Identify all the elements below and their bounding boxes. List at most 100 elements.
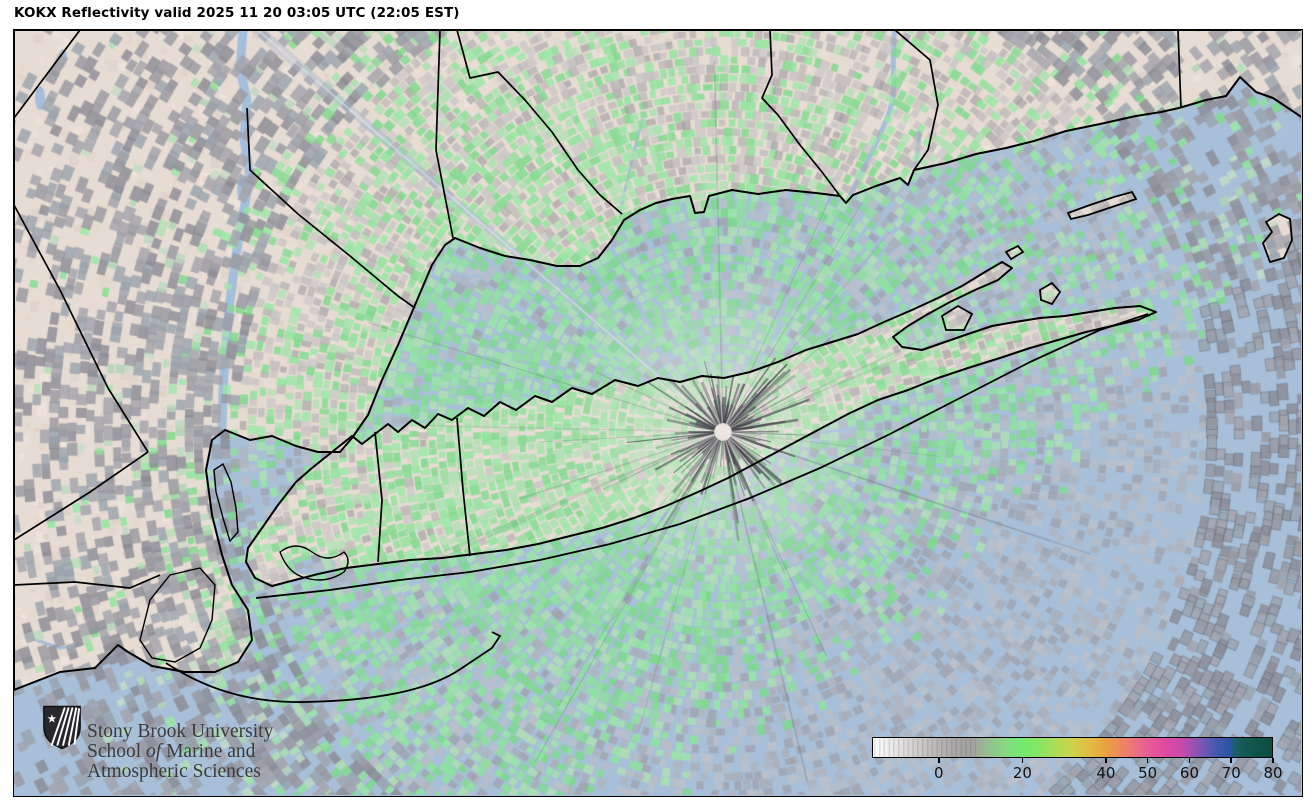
clutter-spoke	[723, 401, 730, 424]
clutter-spoke-long	[732, 434, 1092, 555]
clutter-spoke	[713, 405, 721, 424]
clutter-spoke	[672, 381, 718, 427]
clutter-spoke-long	[732, 434, 1050, 542]
clutter-spoke-long	[726, 440, 786, 575]
border-line	[435, 30, 454, 239]
clutter-spoke	[667, 378, 718, 427]
island-coastline	[1261, 212, 1293, 264]
island-coastline	[1004, 244, 1025, 261]
logo-line-3: Atmospheric Sciences	[87, 761, 261, 782]
clutter-spoke	[673, 437, 717, 474]
clutter-spoke-bright	[730, 435, 750, 448]
clutter-spoke	[689, 438, 719, 477]
clutter-spoke	[730, 386, 808, 429]
clutter-spoke-long	[724, 441, 809, 782]
beam-blockage-core	[256, 30, 724, 433]
clutter-spoke	[704, 440, 722, 494]
clutter-spoke-long	[534, 440, 719, 762]
clutter-spoke-bright	[731, 433, 774, 444]
clutter-spoke	[727, 404, 744, 426]
clutter-spoke-long	[368, 322, 714, 430]
clutter-spoke-bright	[729, 437, 747, 454]
clutter-spoke-long	[728, 230, 891, 425]
clutter-spoke	[731, 425, 755, 432]
clutter-spoke-long	[627, 439, 717, 544]
clutter-spoke	[707, 439, 719, 456]
clutter-spoke-bright	[731, 432, 746, 436]
clutter-spoke-bright	[728, 397, 753, 426]
clutter-spoke-bright	[728, 391, 759, 426]
clutter-spoke	[626, 432, 715, 444]
border-line	[1177, 30, 1182, 109]
clutter-spoke	[731, 433, 771, 443]
clutter-spoke	[723, 440, 736, 499]
clutter-spoke-long	[732, 432, 941, 458]
clutter-spoke	[655, 433, 715, 450]
colorbar-tick	[938, 758, 940, 763]
clutter-spoke-bright	[696, 433, 715, 441]
clutter-spoke	[695, 422, 715, 431]
clutter-spoke-bright	[711, 440, 721, 468]
clutter-spoke-long	[730, 334, 834, 426]
clutter-spoke	[654, 435, 716, 471]
radar-echo-field	[14, 30, 1301, 795]
border-line	[456, 30, 623, 215]
mainland-coastline	[14, 30, 1301, 691]
clutter-spoke	[681, 437, 717, 473]
sbu-shield-icon: ★	[43, 705, 81, 750]
shoreline-detail	[139, 567, 216, 663]
clutter-spoke-bright	[694, 436, 717, 454]
clutter-spoke-bright	[689, 438, 719, 480]
border-line	[14, 574, 161, 589]
page-title: KOKX Reflectivity valid 2025 11 20 03:05…	[14, 5, 460, 21]
colorbar-tick-label: 0	[934, 764, 944, 782]
shield-star-icon: ★	[47, 712, 57, 726]
clutter-spoke	[710, 440, 721, 463]
clutter-spoke-bright	[704, 437, 717, 450]
border-line	[246, 107, 416, 309]
clutter-spoke	[723, 376, 735, 424]
logo-line-1: Stony Brook University	[87, 721, 274, 742]
border-line	[14, 451, 149, 541]
clutter-spoke-bright	[703, 376, 721, 424]
clutter-spoke	[730, 435, 757, 450]
clutter-spoke	[731, 433, 771, 450]
clutter-spoke-bright	[679, 434, 715, 452]
clutter-spoke	[672, 438, 719, 494]
clutter-spoke	[731, 431, 762, 437]
clutter-spoke	[728, 438, 748, 465]
clutter-spoke	[730, 415, 755, 429]
clutter-spoke	[729, 371, 786, 427]
colorbar-tick	[1146, 758, 1149, 763]
clutter-spoke-bright	[726, 394, 745, 425]
clutter-spoke	[729, 437, 749, 454]
clutter-spoke	[731, 431, 805, 436]
clutter-spoke-bright	[719, 389, 724, 424]
clutter-spoke-long	[518, 434, 714, 500]
clutter-spoke-bright	[700, 410, 717, 427]
coastlines	[14, 30, 1301, 703]
clutter-spoke	[728, 438, 748, 458]
clutter-spoke-bright	[731, 426, 773, 432]
shoreline-detail	[279, 545, 349, 581]
clutter-spoke	[666, 418, 715, 432]
clutter-spoke-bright	[724, 440, 741, 488]
clutter-spoke	[723, 440, 731, 464]
clutter-spoke-long	[611, 440, 719, 622]
clutter-spoke	[725, 405, 736, 425]
colorbar-tick	[1230, 758, 1232, 763]
clutter-spoke-bright	[731, 432, 767, 438]
colorbar-tick-label: 80	[1263, 764, 1283, 782]
clutter-spoke	[712, 440, 722, 480]
clutter-spoke	[728, 363, 788, 427]
border-line	[14, 30, 81, 119]
clutter-spoke-bright	[725, 393, 741, 425]
sbu-logo: ★ Stony Brook University School of Marine…	[41, 704, 341, 794]
clutter-spoke	[700, 381, 721, 425]
colorbar-tick-label: 70	[1221, 764, 1241, 782]
clutter-spoke-bright	[672, 424, 715, 432]
clutter-spoke-bright	[701, 382, 721, 424]
colorbar-gradient	[872, 737, 1273, 758]
clutter-spoke	[729, 384, 781, 428]
